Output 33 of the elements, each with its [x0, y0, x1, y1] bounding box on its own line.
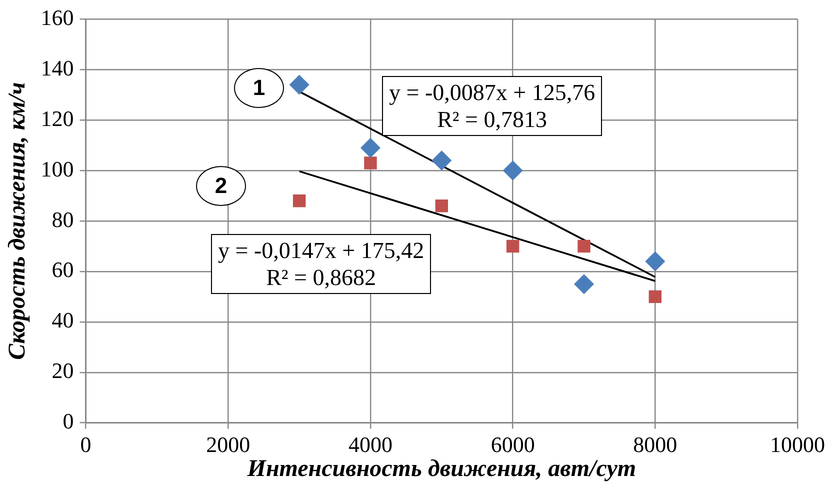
- point: [292, 194, 306, 208]
- x-tick-label: 4000: [348, 432, 392, 457]
- y-tick-label: 120: [40, 106, 74, 131]
- x-axis-title: Интенсивность движения, авт/сут: [246, 456, 636, 482]
- y-tick-label: 160: [40, 4, 74, 30]
- point: [435, 200, 448, 212]
- point: [360, 138, 380, 158]
- x-tick-label: 10000: [770, 432, 825, 457]
- y-tick-label: 100: [40, 156, 74, 182]
- point: [574, 274, 594, 294]
- y-axis-title: Скорость движения, км/ч: [4, 82, 31, 360]
- y-tick-label: 140: [40, 55, 74, 80]
- y-tick-label: 80: [52, 206, 74, 232]
- point: [364, 156, 377, 170]
- x-tick-label: 0: [80, 432, 92, 457]
- y-tick-label: 0: [62, 408, 74, 434]
- annotation: 2: [196, 166, 246, 206]
- annotation: y = -0,0147x + 175,42 R² = 0,8682: [211, 234, 432, 294]
- point: [502, 160, 523, 181]
- y-tick-label: 60: [52, 257, 74, 282]
- y-tick-label: 20: [52, 358, 74, 384]
- annotation: 1: [234, 68, 284, 108]
- y-tick-label: 40: [52, 308, 74, 333]
- x-tick-label: 6000: [490, 432, 535, 457]
- point: [432, 150, 452, 170]
- annotation: y = -0,0087x + 125,76 R² = 0,7813: [382, 76, 602, 136]
- x-tick-label: 8000: [633, 432, 678, 457]
- point: [578, 240, 590, 253]
- point: [648, 290, 662, 304]
- point: [289, 74, 310, 95]
- x-tick-label: 2000: [206, 432, 250, 457]
- point: [645, 251, 666, 272]
- point: [506, 240, 520, 253]
